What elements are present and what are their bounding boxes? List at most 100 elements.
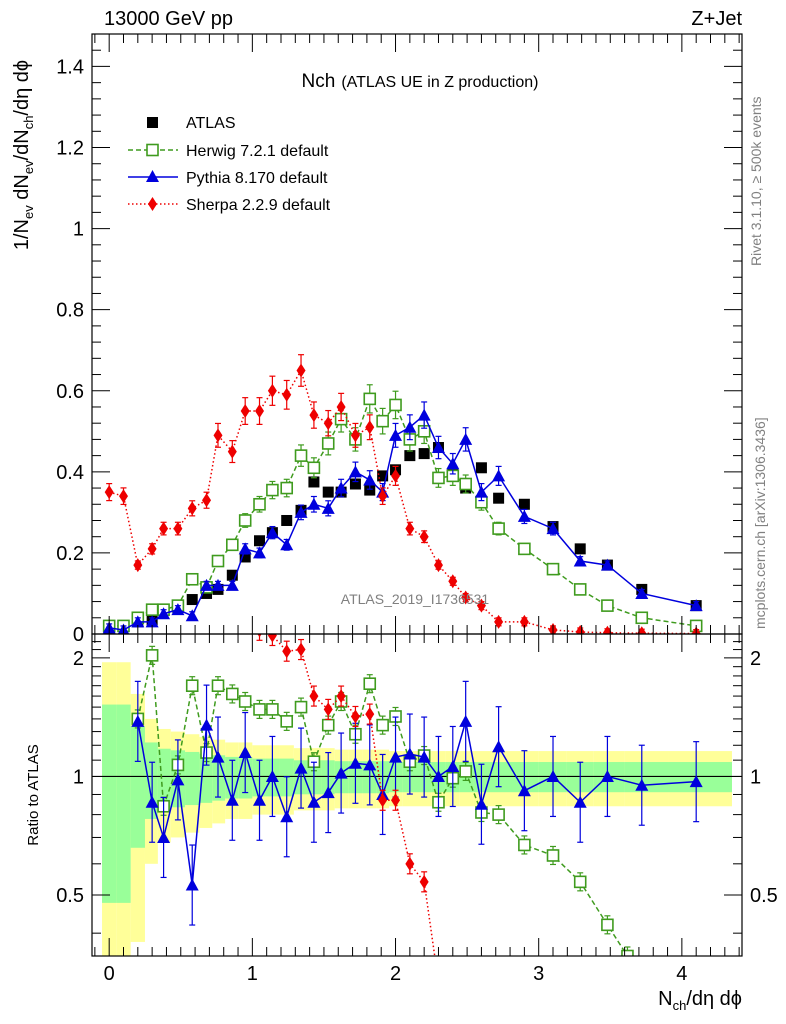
- herwig-ratio-point: [145, 649, 159, 662]
- pythia-ratio-point: [431, 769, 445, 782]
- pythia-point: [253, 546, 267, 559]
- sherpa-point: [336, 399, 346, 414]
- sherpa-ratio-point: [391, 793, 401, 808]
- main-y-tick-label: 0: [73, 624, 84, 646]
- ratio-y-tick-label-left: 1: [73, 766, 84, 788]
- herwig-point: [185, 572, 199, 586]
- pythia-point: [131, 615, 145, 628]
- ratio-plot-frame: [91, 633, 743, 957]
- sherpa-point: [575, 624, 585, 634]
- sherpa-point: [282, 387, 292, 402]
- herwig-point: [145, 603, 159, 616]
- pythia-ratio-point: [225, 793, 239, 806]
- main-y-tick-label: 1.2: [56, 138, 84, 160]
- herwig-point: [573, 583, 587, 596]
- pythia-ratio-point: [307, 795, 321, 808]
- pythia-ratio-point: [403, 747, 417, 760]
- herwig-ratio-point: [226, 687, 239, 701]
- analysis-watermark: ATLAS_2019_I1736531: [341, 591, 490, 607]
- herwig-point: [459, 477, 472, 491]
- sherpa-ratio-point: [267, 634, 277, 643]
- legend-label-herwig: Herwig 7.2.1 default: [186, 143, 329, 160]
- atlas-point: [475, 462, 487, 474]
- sherpa-point: [227, 444, 237, 459]
- pythia-ratio-point: [600, 769, 614, 782]
- legend: ATLAS Herwig 7.2.1 default Pythia 8.170 …: [128, 115, 331, 214]
- atlas-point: [364, 484, 376, 496]
- herwig-ratio-point: [294, 700, 308, 714]
- band-inner-bin: [490, 762, 512, 793]
- pythia-ratio-point: [689, 775, 703, 788]
- pythia-point: [280, 538, 294, 551]
- sherpa-ratio-point: [323, 702, 333, 717]
- pythia-point: [363, 473, 377, 486]
- legend-label-pythia: Pythia 8.170 default: [186, 170, 328, 187]
- pythia-point: [689, 599, 703, 612]
- axes: 00.20.40.60.811.21.40.5 0.51 12 20 1 2 3 4: [56, 34, 778, 985]
- pythia-point: [211, 578, 225, 591]
- sherpa-ratio-point: [296, 642, 306, 657]
- sherpa-point: [476, 598, 486, 613]
- sherpa-ratio-point: [282, 644, 292, 659]
- herwig-point: [294, 449, 308, 462]
- band-inner-bin: [624, 762, 669, 793]
- sherpa-point: [202, 493, 212, 508]
- sherpa-point: [494, 614, 504, 629]
- sherpa-ratio-line: [266, 634, 436, 956]
- atlas-point: [377, 470, 389, 482]
- sherpa-ratio-point: [309, 689, 319, 704]
- band-inner-bin: [668, 762, 732, 793]
- pythia-point: [348, 465, 362, 478]
- band-inner-bin: [130, 726, 145, 848]
- sherpa-point: [255, 404, 265, 419]
- sherpa-point: [365, 420, 375, 435]
- herwig-point: [238, 514, 252, 527]
- herwig-ratio-point: [321, 718, 335, 732]
- sherpa-point: [187, 501, 197, 516]
- ratio-uncertainty-band-outer: [102, 662, 732, 956]
- legend-marker-herwig: [146, 143, 159, 157]
- herwig-point: [307, 461, 321, 475]
- process-label: Z+Jet: [691, 8, 742, 30]
- herwig-ratio-point: [280, 715, 294, 728]
- herwig-ratio-point: [459, 765, 472, 778]
- pythia-ratio-point: [253, 793, 267, 806]
- band-inner-bin: [102, 704, 117, 903]
- pythia-point: [417, 408, 431, 421]
- atlas-point: [186, 594, 198, 606]
- herwig-point: [492, 522, 505, 535]
- herwig-point: [211, 554, 225, 568]
- herwig-point: [226, 538, 239, 552]
- main-y-tick-label: 0.2: [56, 543, 84, 565]
- sherpa-point: [267, 383, 277, 398]
- legend-marker-pythia: [146, 170, 159, 182]
- sherpa-ratio-point: [434, 975, 443, 989]
- x-tick-label: 4: [676, 963, 687, 985]
- atlas-point: [493, 492, 505, 504]
- pythia-point: [294, 505, 308, 518]
- legend-label-atlas: ATLAS: [186, 115, 236, 132]
- pythia-ratio-point: [348, 756, 362, 769]
- herwig-ratio-point: [266, 703, 279, 716]
- pythia-point: [546, 522, 560, 535]
- pythia-point: [389, 428, 403, 441]
- herwig-ratio-point: [238, 695, 252, 708]
- herwig-point: [432, 471, 445, 485]
- x-tick-label: 0: [104, 963, 115, 985]
- herwig-point: [253, 497, 266, 511]
- atlas-point: [518, 498, 530, 510]
- sherpa-point: [104, 485, 114, 500]
- sherpa-ratio-point: [365, 707, 375, 722]
- plot-title: Nch (ATLAS UE in Z production): [302, 71, 539, 92]
- pythia-point: [157, 607, 171, 620]
- atlas-point: [322, 486, 334, 498]
- pythia-ratio-point: [238, 746, 252, 759]
- pythia-ratio-point: [635, 778, 649, 791]
- x-axis-title: Nch/dη dϕ: [658, 988, 742, 1013]
- main-plot-area: [102, 354, 703, 634]
- pythia-point: [238, 542, 252, 555]
- pythia-ratio-point: [131, 714, 145, 727]
- herwig-point: [518, 542, 531, 556]
- atlas-point: [281, 514, 293, 526]
- pythia-ratio-point: [334, 766, 348, 779]
